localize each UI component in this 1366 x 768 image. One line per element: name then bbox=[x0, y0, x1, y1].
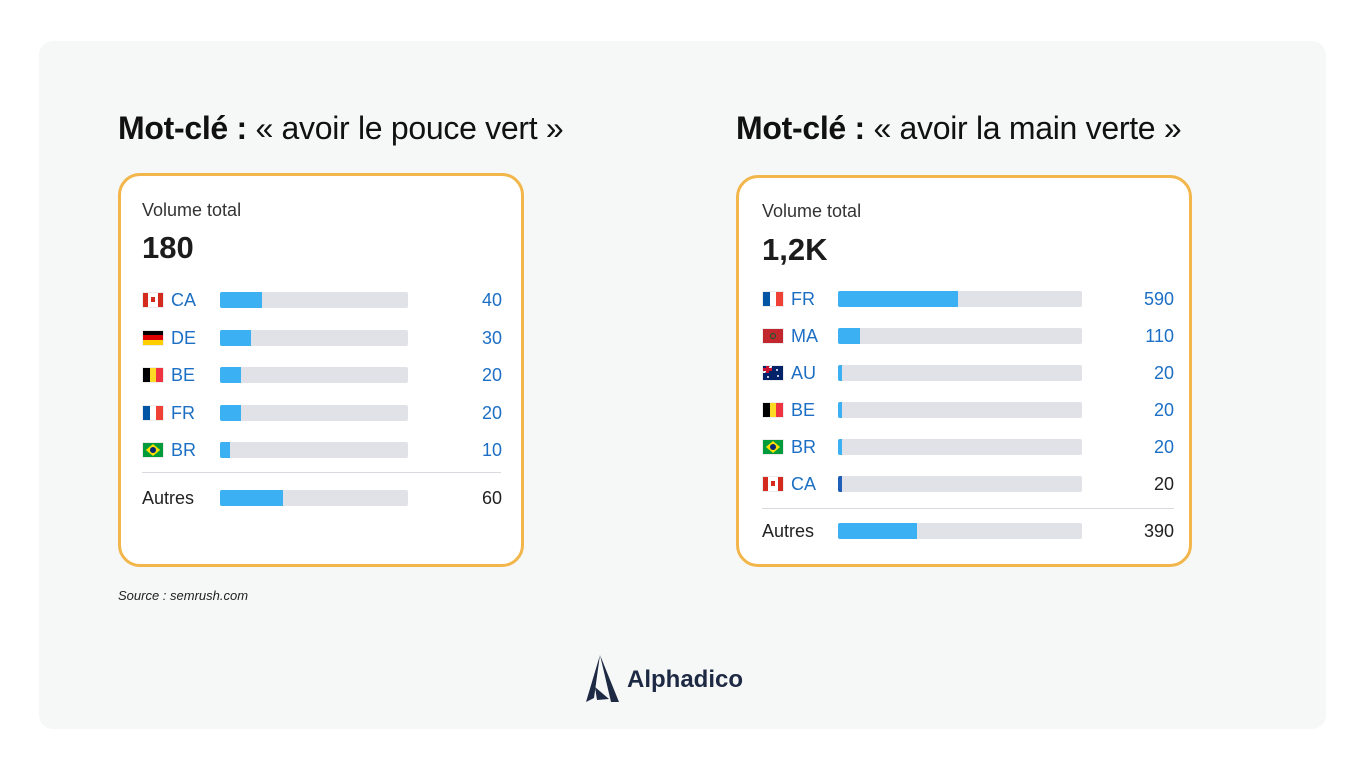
bar-track bbox=[220, 292, 408, 308]
country-value[interactable]: 20 bbox=[1153, 437, 1174, 457]
country-row-br[interactable]: BR 10 bbox=[121, 439, 521, 461]
bar-track bbox=[838, 476, 1082, 492]
bar-br bbox=[838, 439, 842, 455]
country-row-be[interactable]: BE 20 bbox=[121, 364, 521, 386]
country-code[interactable]: FR bbox=[791, 289, 815, 309]
volume-total-label: Volume total bbox=[762, 201, 862, 221]
france-flag-icon bbox=[143, 405, 163, 420]
bar-fr bbox=[838, 291, 958, 307]
bar-track bbox=[838, 439, 1082, 455]
country-code[interactable]: BE bbox=[791, 400, 816, 420]
others-label: Autres bbox=[142, 488, 195, 508]
country-value[interactable]: 20 bbox=[481, 365, 502, 385]
country-value[interactable]: 110 bbox=[1145, 326, 1174, 346]
bar-track bbox=[838, 523, 1082, 539]
keyword-text: « avoir la main verte » bbox=[873, 110, 1182, 146]
bar-track bbox=[838, 402, 1082, 418]
left-volume-card: Volume total 180 CA 40 DE 30 BE 20 FR 20 BR 10 Aut… bbox=[118, 173, 524, 567]
belgium-flag-icon bbox=[763, 403, 783, 417]
country-code[interactable]: CA bbox=[791, 474, 817, 494]
morocco-flag-icon bbox=[763, 329, 783, 343]
bar-others bbox=[220, 490, 283, 506]
germany-flag-icon bbox=[143, 330, 163, 345]
bar-track bbox=[838, 365, 1082, 381]
others-label: Autres bbox=[762, 521, 815, 541]
right-keyword-heading: Mot-clé : « avoir la main verte » bbox=[736, 110, 1182, 147]
country-code[interactable]: BR bbox=[171, 440, 197, 460]
others-value: 60 bbox=[481, 488, 502, 508]
alphadico-logo-icon bbox=[586, 655, 619, 702]
bar-track bbox=[220, 404, 408, 421]
country-row-fr[interactable]: FR 590 bbox=[739, 288, 1189, 310]
country-value[interactable]: 10 bbox=[481, 440, 502, 460]
country-row-au[interactable]: AU 20 bbox=[739, 362, 1189, 384]
country-row-br[interactable]: BR 20 bbox=[739, 436, 1189, 458]
bar-de bbox=[220, 329, 251, 346]
others-row: Autres 60 bbox=[121, 487, 521, 509]
country-value[interactable]: 30 bbox=[481, 327, 502, 348]
bar-br bbox=[220, 442, 230, 458]
bar-ma bbox=[838, 328, 860, 344]
country-code[interactable]: FR bbox=[171, 402, 195, 423]
country-value[interactable]: 40 bbox=[481, 290, 502, 310]
bar-track bbox=[220, 329, 408, 346]
country-code[interactable]: AU bbox=[791, 363, 817, 383]
bar-track bbox=[838, 328, 1082, 344]
france-flag-icon bbox=[763, 292, 783, 306]
brazil-flag-icon bbox=[763, 440, 783, 454]
left-keyword-heading: Mot-clé : « avoir le pouce vert » bbox=[118, 110, 564, 147]
bar-track bbox=[220, 367, 408, 383]
others-divider bbox=[762, 508, 1174, 509]
source-note: Source : semrush.com bbox=[118, 588, 249, 603]
bar-be bbox=[220, 367, 241, 383]
belgium-flag-icon bbox=[143, 368, 163, 382]
bar-ca bbox=[220, 292, 262, 308]
country-value[interactable]: 20 bbox=[481, 402, 502, 423]
volume-total-value: 180 bbox=[142, 230, 194, 265]
country-value[interactable]: 590 bbox=[1143, 289, 1174, 309]
bar-fr bbox=[220, 404, 241, 421]
bar-track bbox=[838, 291, 1082, 307]
volume-total-label: Volume total bbox=[142, 200, 242, 220]
country-value[interactable]: 20 bbox=[1153, 363, 1174, 383]
canada-flag-icon bbox=[763, 477, 783, 491]
country-row-fr[interactable]: FR 20 bbox=[121, 402, 521, 424]
australia-flag-icon bbox=[763, 366, 783, 380]
canada-flag-icon bbox=[143, 293, 163, 307]
right-volume-card: Volume total 1,2K FR 590 MA 110 AU 20 BE 20 BR 20… bbox=[736, 175, 1192, 567]
country-value[interactable]: 20 bbox=[1153, 474, 1174, 494]
country-row-ca[interactable]: CA 20 bbox=[739, 473, 1189, 495]
country-code[interactable]: BR bbox=[791, 437, 817, 457]
country-row-ca[interactable]: CA 40 bbox=[121, 289, 521, 311]
country-row-be[interactable]: BE 20 bbox=[739, 399, 1189, 421]
country-row-de[interactable]: DE 30 bbox=[121, 327, 521, 349]
country-code[interactable]: MA bbox=[791, 326, 818, 346]
keyword-label: Mot-clé : bbox=[118, 110, 247, 146]
others-divider bbox=[142, 472, 501, 473]
bar-others bbox=[838, 523, 917, 539]
country-value[interactable]: 20 bbox=[1153, 400, 1174, 420]
keyword-text: « avoir le pouce vert » bbox=[255, 110, 564, 146]
country-code[interactable]: CA bbox=[171, 290, 197, 310]
keyword-label: Mot-clé : bbox=[736, 110, 865, 146]
brand-name: Alphadico bbox=[627, 666, 744, 693]
country-code[interactable]: DE bbox=[171, 327, 197, 348]
country-row-ma[interactable]: MA 110 bbox=[739, 325, 1189, 347]
bar-ca bbox=[838, 476, 842, 492]
volume-total-value: 1,2K bbox=[762, 232, 828, 267]
country-code[interactable]: BE bbox=[171, 365, 196, 385]
others-value: 390 bbox=[1143, 521, 1174, 541]
brazil-flag-icon bbox=[143, 443, 163, 457]
bar-au bbox=[838, 365, 842, 381]
bar-track bbox=[220, 490, 408, 506]
bar-track bbox=[220, 442, 408, 458]
others-row: Autres 390 bbox=[739, 520, 1189, 542]
bar-be bbox=[838, 402, 842, 418]
